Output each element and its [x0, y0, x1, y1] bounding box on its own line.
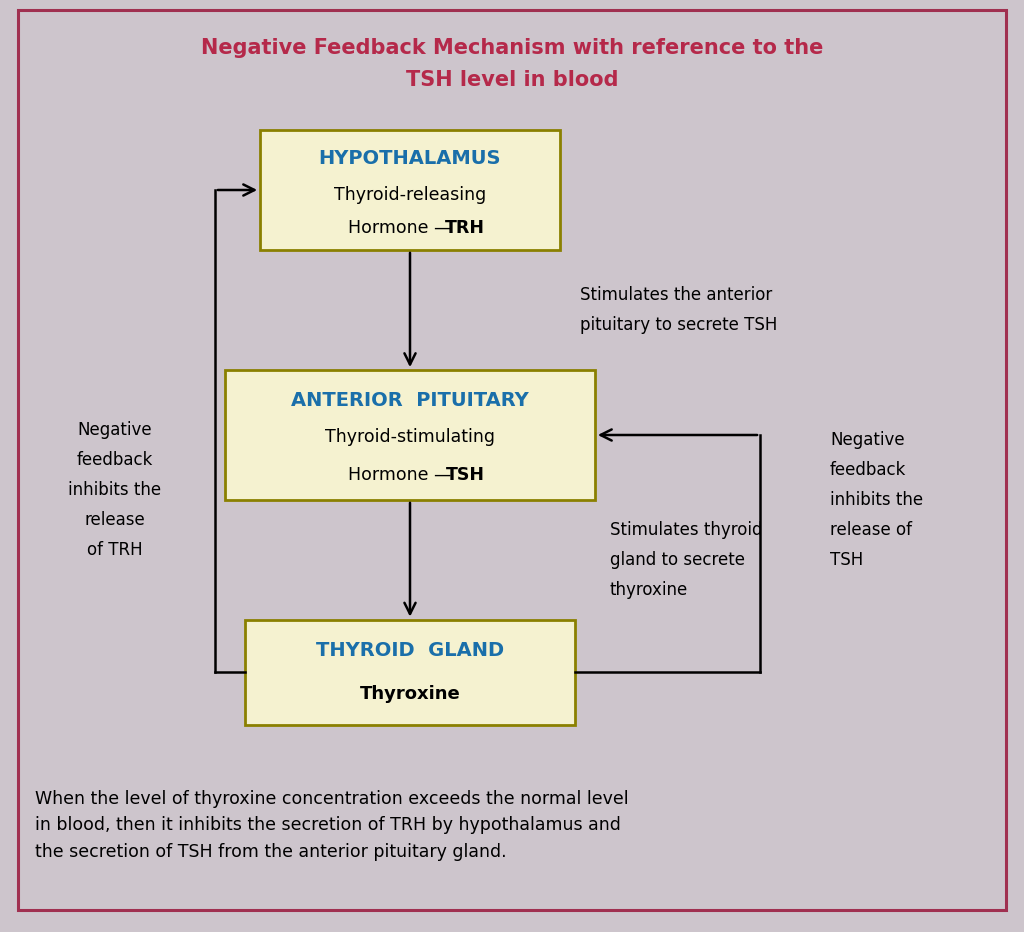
Bar	[260, 130, 560, 250]
Text: inhibits the: inhibits the	[830, 491, 923, 509]
Text: of TRH: of TRH	[87, 541, 142, 559]
Text: pituitary to secrete TSH: pituitary to secrete TSH	[580, 316, 777, 334]
Text: release of: release of	[830, 521, 912, 539]
Text: Thyroxine: Thyroxine	[359, 685, 461, 703]
Text: Hormone —: Hormone —	[347, 466, 457, 484]
Text: feedback: feedback	[830, 461, 906, 479]
Text: Hormone —: Hormone —	[347, 219, 457, 237]
Text: Negative: Negative	[78, 421, 153, 439]
Text: thyroxine: thyroxine	[610, 581, 688, 599]
Text: HYPOTHALAMUS: HYPOTHALAMUS	[318, 148, 502, 168]
Text: TRH: TRH	[445, 219, 485, 237]
Bar	[245, 620, 575, 724]
Text: feedback: feedback	[77, 451, 154, 469]
Text: release: release	[85, 511, 145, 529]
Text: TSH: TSH	[830, 551, 863, 569]
Text: TSH: TSH	[445, 466, 484, 484]
Text: Negative: Negative	[830, 431, 904, 449]
Text: Stimulates the anterior: Stimulates the anterior	[580, 286, 772, 304]
Text: Stimulates thyroid: Stimulates thyroid	[610, 521, 763, 539]
Text: TSH level in blood: TSH level in blood	[406, 70, 618, 90]
Text: inhibits the: inhibits the	[69, 481, 162, 499]
Text: Negative Feedback Mechanism with reference to the: Negative Feedback Mechanism with referen…	[201, 38, 823, 58]
Text: gland to secrete: gland to secrete	[610, 551, 745, 569]
Text: Thyroid-releasing: Thyroid-releasing	[334, 186, 486, 204]
Text: ANTERIOR  PITUITARY: ANTERIOR PITUITARY	[291, 391, 528, 409]
Bar	[225, 370, 595, 500]
Text: THYROID  GLAND: THYROID GLAND	[316, 640, 504, 660]
Text: Thyroid-stimulating: Thyroid-stimulating	[325, 428, 495, 446]
Text: When the level of thyroxine concentration exceeds the normal level
in blood, the: When the level of thyroxine concentratio…	[35, 790, 629, 861]
